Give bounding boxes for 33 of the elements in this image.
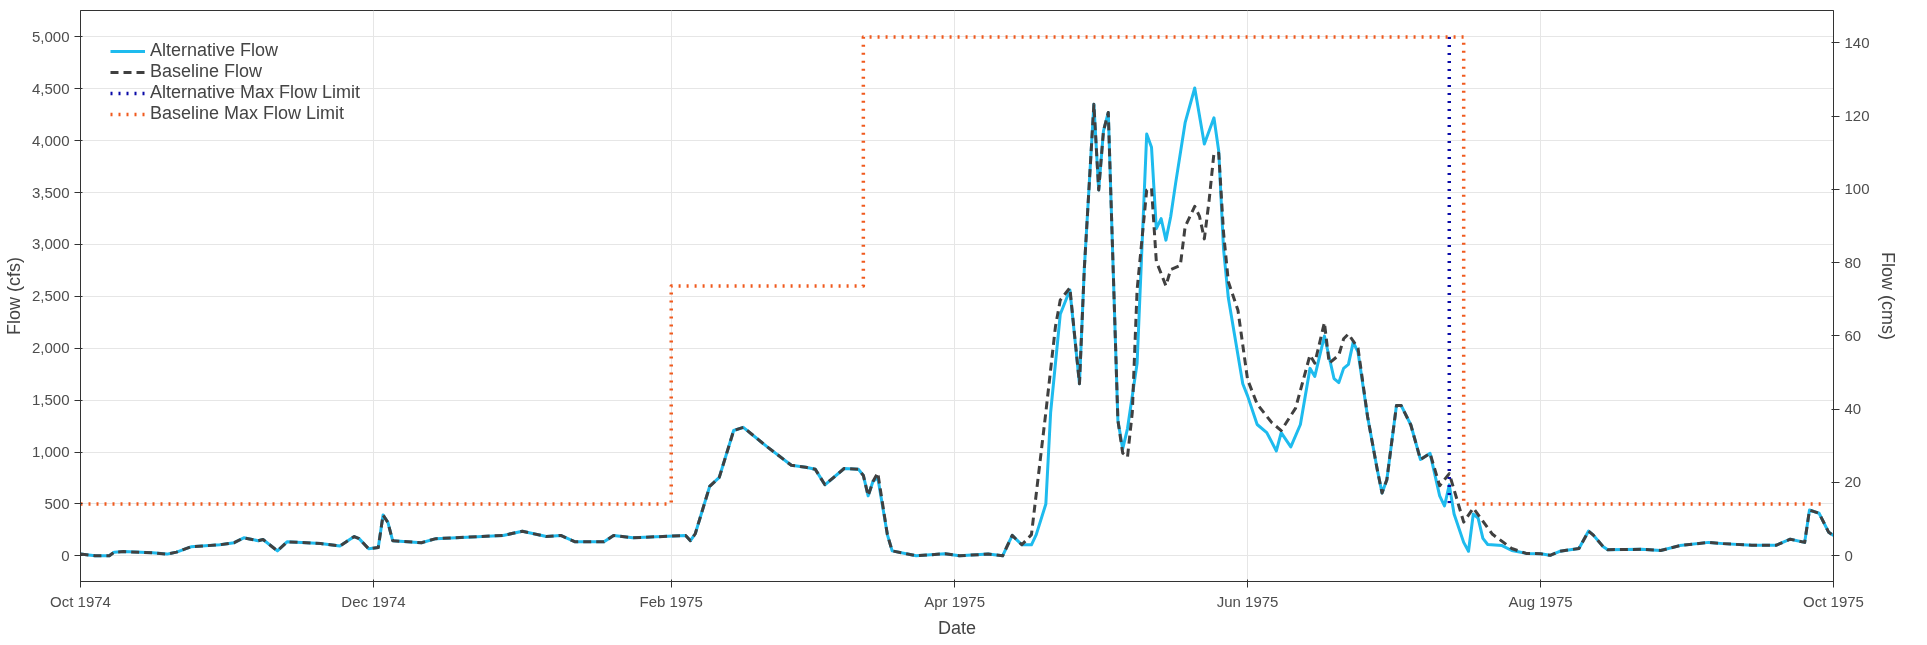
x-tick-label: Dec 1974 bbox=[341, 592, 406, 610]
legend-label: Baseline Flow bbox=[150, 61, 263, 82]
y2-tick-label: 20 bbox=[1844, 473, 1862, 491]
x-tick-label: Aug 1975 bbox=[1508, 592, 1573, 610]
y2-tick-label: 40 bbox=[1844, 400, 1862, 418]
x-tick-label: Oct 1975 bbox=[1803, 592, 1864, 610]
legend-label: Baseline Max Flow Limit bbox=[150, 103, 345, 124]
y2-tick-label: 120 bbox=[1844, 107, 1870, 125]
x-axis-title: Date bbox=[937, 617, 977, 638]
y-tick-label: 3,500 bbox=[31, 183, 70, 201]
y-tick-label: 2,000 bbox=[31, 339, 70, 357]
x-tick-label: Oct 1974 bbox=[50, 592, 111, 610]
y2-axis-title: Flow (cms) bbox=[1877, 252, 1898, 341]
y2-tick-label: 140 bbox=[1844, 33, 1870, 51]
y-tick-label: 4,500 bbox=[31, 79, 70, 97]
y-tick-label: 4,000 bbox=[31, 131, 70, 149]
y2-tick-label: 0 bbox=[1844, 546, 1853, 564]
y2-tick-label: 100 bbox=[1844, 180, 1870, 198]
y-tick-label: 5,000 bbox=[31, 27, 70, 45]
legend-label: Alternative Flow bbox=[150, 40, 279, 61]
y-tick-label: 2,500 bbox=[31, 287, 70, 305]
y2-tick-label: 60 bbox=[1844, 326, 1862, 344]
y-axis-title: Flow (cfs) bbox=[3, 257, 24, 335]
y-tick-label: 1,000 bbox=[31, 443, 70, 461]
legend-label: Alternative Max Flow Limit bbox=[150, 82, 361, 103]
y2-tick-label: 80 bbox=[1844, 253, 1862, 271]
y-tick-label: 3,000 bbox=[31, 235, 70, 253]
y-tick-label: 1,500 bbox=[31, 391, 70, 409]
y-tick-label: 500 bbox=[44, 494, 70, 512]
y-tick-label: 0 bbox=[61, 546, 70, 564]
x-tick-label: Apr 1975 bbox=[924, 592, 986, 610]
x-tick-label: Feb 1975 bbox=[639, 592, 703, 610]
x-tick-label: Jun 1975 bbox=[1216, 592, 1279, 610]
